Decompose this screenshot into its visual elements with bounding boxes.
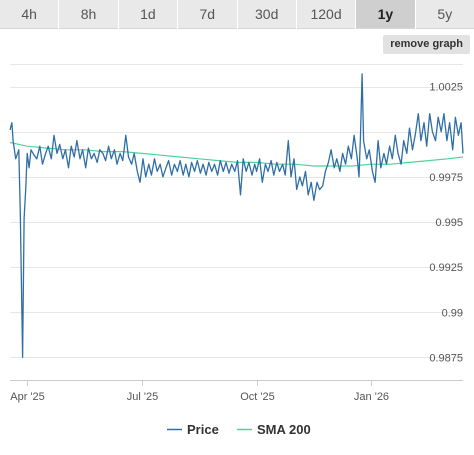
tab-30d[interactable]: 30d [237, 0, 296, 29]
tab-1d[interactable]: 1d [118, 0, 178, 29]
grid-lines [10, 64, 463, 358]
y-tick-label: 0.9875 [429, 352, 463, 364]
price-series [9, 73, 464, 359]
axes: 1.0025 0.9975 0.995 0.9925 0.99 0.9875 Apr '25… [10, 82, 463, 403]
timeframe-tabs: 4h 8h 1d 7d 30d 120d 1y 5y [0, 0, 474, 29]
y-tick-label: 0.9975 [429, 172, 463, 184]
y-tick-label: 0.995 [435, 217, 463, 229]
legend-label: Price [187, 422, 219, 437]
tab-8h[interactable]: 8h [59, 0, 118, 29]
tab-4h[interactable]: 4h [0, 0, 59, 29]
y-tick-label: 0.9925 [429, 262, 463, 274]
x-tick-label: Jul '25 [127, 391, 158, 403]
x-tick-label: Jan '26 [354, 391, 389, 403]
x-tick-label: Apr '25 [10, 391, 45, 403]
legend-item-sma-200[interactable]: SMA 200 [237, 422, 311, 437]
tab-5y[interactable]: 5y [415, 0, 474, 29]
tab-120d[interactable]: 120d [296, 0, 356, 29]
y-tick-label: 0.99 [442, 307, 463, 319]
tab-7d[interactable]: 7d [178, 0, 237, 29]
tab-1y[interactable]: 1y [356, 0, 415, 29]
y-tick-label: 1.0025 [429, 82, 463, 94]
legend-label: SMA 200 [257, 422, 311, 437]
legend: Price SMA 200 [167, 422, 311, 437]
legend-item-price[interactable]: Price [167, 422, 219, 437]
remove-graph-button[interactable]: remove graph [383, 35, 470, 54]
x-tick-label: Oct '25 [240, 391, 275, 403]
price-line [9, 73, 464, 359]
